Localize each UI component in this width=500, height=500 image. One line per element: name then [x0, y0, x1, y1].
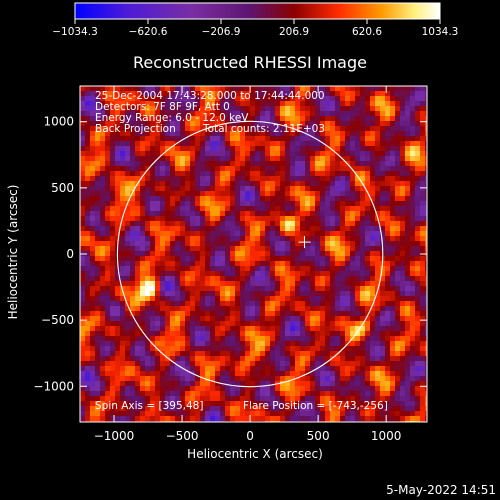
annotation-energy-range: Energy Range: 6.0 - 12.0 keV	[95, 112, 249, 124]
annotation-method: Back Projection	[95, 123, 176, 135]
sun-center-marker	[298, 236, 311, 249]
footer-date: 5-May-2022 14:51	[386, 483, 496, 497]
x-axis-label: Heliocentric X (arcsec)	[187, 447, 323, 461]
chart-title: Reconstructed RHESSI Image	[133, 53, 367, 72]
x-axis: −1000 −500 0 500 1000	[94, 86, 402, 443]
annotations: 25-Dec-2004 17:43:28.000 to 17:44:44.000…	[95, 90, 388, 412]
annotation-spin-axis: Spin Axis = [395,48]	[95, 400, 203, 412]
y-tick-label: 500	[51, 181, 74, 195]
colorbar-tick-label: −206.9	[202, 26, 241, 38]
y-tick-label: −500	[41, 313, 74, 327]
colorbar-tick-label: 206.9	[279, 26, 309, 38]
colorbar-ticks: −1034.3 −620.6 −206.9 206.9 620.6 1034.3	[52, 19, 458, 38]
annotation-total-counts: Total counts: 2.11E+03	[202, 123, 325, 135]
solar-limb-circle	[116, 120, 384, 388]
colorbar-tick-label: −620.6	[129, 26, 168, 38]
colorbar-tick-label: 1034.3	[422, 26, 459, 38]
colorbar-tick-label: −1034.3	[52, 26, 98, 38]
annotation-flare-position: Flare Position = [-743,-256]	[243, 400, 388, 412]
annotation-time-range: 25-Dec-2004 17:43:28.000 to 17:44:44.000	[95, 90, 325, 102]
x-tick-label: −1000	[94, 429, 135, 443]
annotation-detectors: Detectors: 7F 8F 9F, Att 0	[95, 101, 230, 113]
x-tick-label: 1000	[371, 429, 402, 443]
y-tick-label: 0	[66, 247, 74, 261]
plot-area	[79, 85, 428, 423]
y-tick-label: 1000	[43, 115, 74, 129]
colorbar	[74, 2, 441, 20]
y-tick-label: −1000	[33, 379, 74, 393]
y-axis: −1000 −500 0 500 1000	[33, 115, 427, 393]
x-tick-label: 500	[307, 429, 330, 443]
colorbar-tick-label: 620.6	[352, 26, 382, 38]
x-tick-label: −500	[166, 429, 199, 443]
heatmap-image	[80, 86, 427, 422]
y-axis-label: Heliocentric Y (arcsec)	[6, 185, 20, 320]
x-tick-label: 0	[246, 429, 254, 443]
